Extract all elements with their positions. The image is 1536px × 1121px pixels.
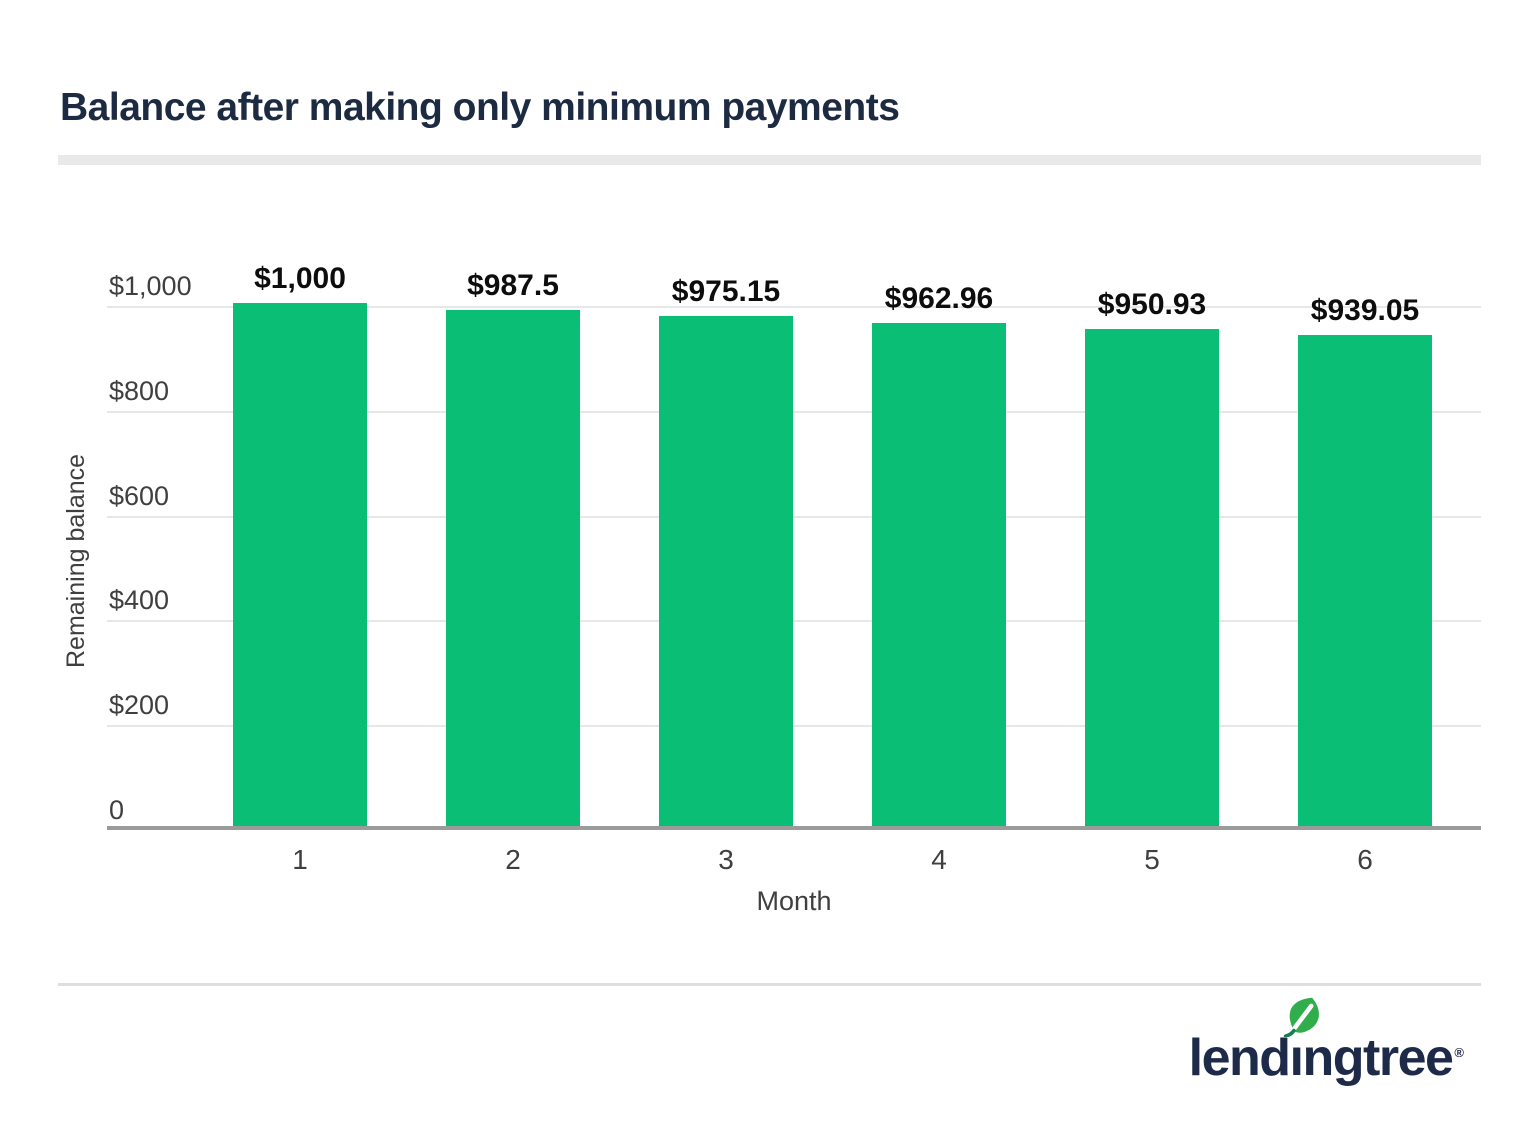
y-tick-label: $600 <box>109 480 170 511</box>
y-axis-title: Remaining balance <box>62 453 90 668</box>
gridline <box>107 410 1481 413</box>
x-tick-label: 5 <box>1144 844 1160 875</box>
x-tick-label: 3 <box>718 844 734 875</box>
y-tick-label: 0 <box>109 795 125 825</box>
bar <box>233 303 367 827</box>
leaf-icon <box>1283 997 1319 1037</box>
x-tick-label: 6 <box>1357 844 1373 875</box>
bar <box>1085 328 1219 827</box>
bar <box>446 309 580 827</box>
footer-divider <box>58 983 1481 986</box>
plot-area: 0 $200 $400 $600 $800 $1,000 $1,000 1 $987.5 2 $97… <box>107 264 1481 874</box>
logo-text-lend: lend <box>1188 1029 1291 1087</box>
y-tick-label: $400 <box>109 585 170 616</box>
logo-letter-i: ı <box>1283 997 1319 1084</box>
gridline <box>107 725 1481 728</box>
x-axis-title: Month <box>756 886 832 916</box>
gridline <box>107 306 1481 309</box>
bar-value-label: $975.15 <box>671 275 781 309</box>
lendingtree-logo: lend ı ngtree ® <box>1188 997 1464 1087</box>
y-tick-label: $200 <box>109 690 170 721</box>
bar-value-label: $962.96 <box>884 281 994 315</box>
gridline <box>107 515 1481 518</box>
bar-value-label: $939.05 <box>1310 294 1420 328</box>
bar-value-label: $1,000 <box>254 262 346 296</box>
logo-text-ngtree: ngtree <box>1302 1029 1453 1087</box>
page-title: Balance after making only minimum paymen… <box>60 86 900 129</box>
x-axis-line <box>107 826 1481 830</box>
registered-mark: ® <box>1454 1045 1464 1060</box>
bar <box>872 322 1006 827</box>
y-tick-label: $800 <box>109 375 170 406</box>
title-divider <box>58 155 1481 165</box>
bar-value-label: $950.93 <box>1097 287 1207 321</box>
y-tick-label: $1,000 <box>109 271 192 302</box>
x-tick-label: 1 <box>292 844 308 875</box>
x-tick-label: 2 <box>505 844 521 875</box>
bar <box>1298 335 1432 827</box>
bar <box>659 316 793 827</box>
gridline <box>107 620 1481 623</box>
x-tick-label: 4 <box>931 844 947 875</box>
bar-value-label: $987.5 <box>467 268 559 302</box>
